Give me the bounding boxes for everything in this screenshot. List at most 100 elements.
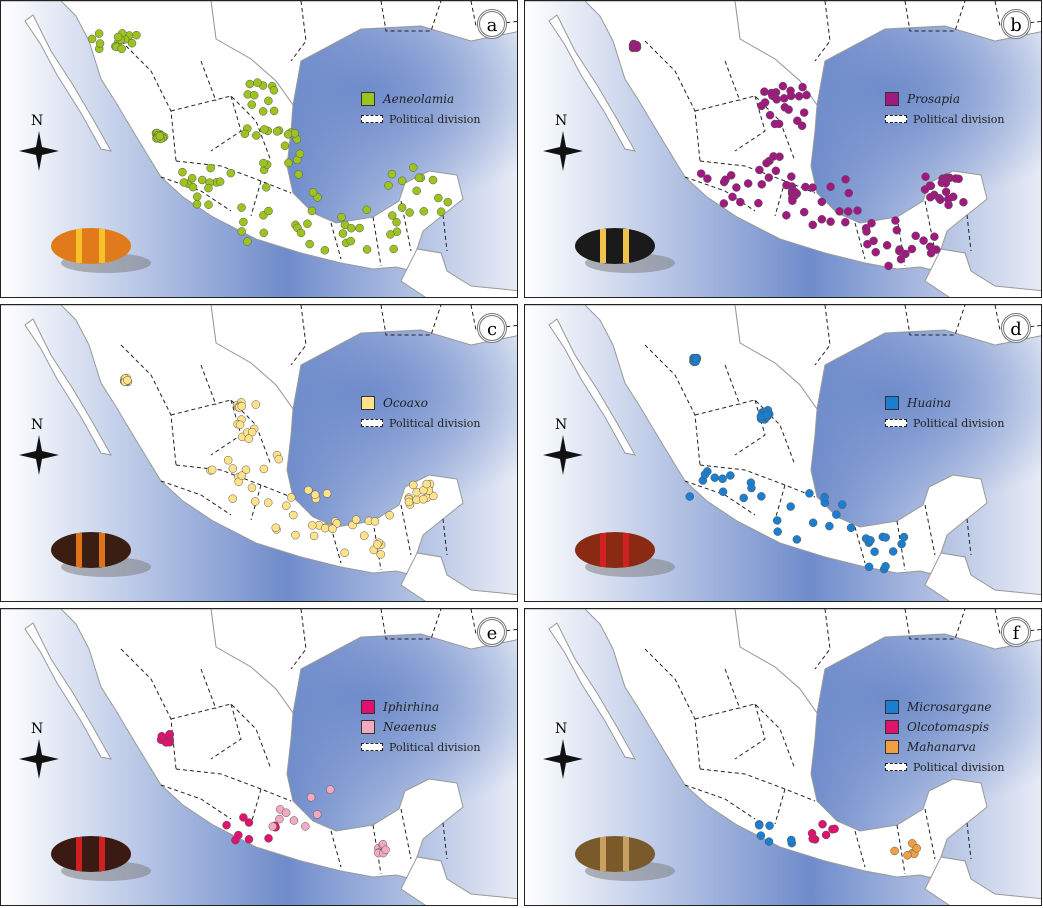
occurrence-point	[685, 492, 695, 501]
occurrence-point	[215, 177, 225, 186]
occurrence-point	[817, 215, 827, 224]
occurrence-point	[244, 835, 254, 844]
occurrence-point	[244, 818, 254, 827]
occurrence-point	[841, 217, 850, 227]
occurrence-point	[389, 244, 398, 254]
occurrence-point	[912, 844, 921, 853]
compass-rose-icon	[19, 739, 59, 779]
north-label: N	[555, 113, 568, 129]
occurrence-point	[799, 207, 809, 217]
occurrence-point	[710, 473, 720, 482]
occurrence-point	[289, 816, 299, 825]
political-division-line	[644, 344, 701, 466]
occurrence-point	[237, 227, 246, 236]
occurrence-point	[283, 130, 293, 139]
occurrence-point	[807, 829, 817, 838]
political-division-line	[200, 668, 217, 710]
dashed-line-swatch	[361, 743, 383, 751]
political-division-line	[330, 526, 342, 564]
occurrence-point	[310, 490, 320, 500]
insect-illustration	[51, 532, 151, 577]
political-division-line	[250, 484, 262, 521]
occurrence-point	[890, 846, 899, 856]
occurrence-point	[794, 91, 804, 101]
political-division-line	[160, 176, 232, 212]
political-division-line	[200, 60, 217, 102]
occurrence-point	[346, 223, 356, 233]
political-division-line	[966, 214, 972, 252]
occurrence-point	[825, 521, 834, 531]
occurrence-point	[247, 427, 257, 437]
political-division-line	[372, 216, 382, 267]
occurrence-point	[434, 193, 443, 203]
occurrence-point	[739, 493, 748, 503]
occurrence-point	[760, 87, 769, 96]
political-division-line	[694, 95, 796, 162]
legend-swatch	[361, 700, 375, 714]
occurrence-point	[282, 501, 291, 510]
occurrence-point	[294, 170, 303, 179]
political-division-line	[120, 40, 177, 162]
occurrence-point	[360, 531, 369, 540]
occurrence-point	[250, 497, 260, 506]
legend-item-political-division: Political division	[361, 737, 480, 757]
occurrence-point	[959, 197, 968, 207]
political-division-line	[994, 305, 1041, 331]
occurrence-point	[113, 32, 123, 42]
occurrence-point	[882, 241, 892, 250]
occurrence-point	[835, 207, 844, 216]
legend-swatch	[361, 396, 375, 410]
legend-item: Aeneolamia	[361, 89, 480, 109]
political-division-line	[699, 160, 816, 194]
occurrence-point	[920, 185, 930, 194]
occurrence-point	[870, 547, 879, 556]
political-division-line	[854, 830, 866, 868]
political-division-line	[210, 95, 242, 152]
occurrence-point	[260, 125, 269, 134]
panel-letter: f	[1001, 617, 1031, 647]
occurrence-point	[362, 245, 372, 254]
occurrence-point	[397, 203, 407, 212]
occurrence-point	[861, 224, 871, 233]
baja-california	[548, 622, 636, 760]
occurrence-point	[274, 454, 284, 464]
panel-letter: d	[1001, 313, 1031, 343]
occurrence-point	[936, 195, 945, 204]
political-division-line	[442, 822, 448, 860]
occurrence-point	[187, 173, 197, 183]
occurrence-point	[782, 180, 791, 190]
political-division-line	[774, 788, 786, 825]
legend-item-political-division: Political division	[361, 109, 480, 129]
occurrence-point	[370, 517, 380, 526]
legend-item: Prosapia	[885, 89, 1004, 109]
occurrence-point	[843, 207, 853, 216]
dashed-line-swatch	[885, 115, 907, 123]
legend-item: Huaina	[885, 393, 1004, 413]
occurrence-point	[291, 530, 300, 540]
panel-letter: b	[1001, 9, 1031, 39]
occurrence-point	[721, 175, 730, 184]
central-america	[924, 856, 1041, 905]
occurrence-point	[249, 90, 259, 100]
north-label: N	[555, 721, 568, 737]
legend: Ocoaxo Political division	[361, 393, 480, 433]
political-division-line	[290, 609, 307, 670]
legend-taxon-label: Ocoaxo	[383, 396, 428, 410]
occurrence-point	[264, 206, 273, 216]
legend-taxon-label: Olcotomaspis	[907, 720, 990, 734]
political-division-line	[924, 808, 936, 860]
occurrence-point	[747, 483, 756, 493]
occurrence-point	[95, 39, 105, 48]
political-division-line	[774, 180, 786, 217]
occurrence-point	[884, 261, 893, 271]
occurrence-point	[178, 167, 187, 177]
political-division-line	[734, 95, 766, 152]
occurrence-point	[376, 550, 385, 559]
political-division-line	[290, 1, 307, 62]
occurrence-point	[94, 29, 104, 38]
baja-california	[24, 622, 112, 760]
political-division-line	[160, 784, 232, 820]
occurrence-point	[188, 182, 198, 192]
legend-item: Mahanarva	[885, 737, 1004, 757]
political-division-line	[330, 830, 342, 868]
